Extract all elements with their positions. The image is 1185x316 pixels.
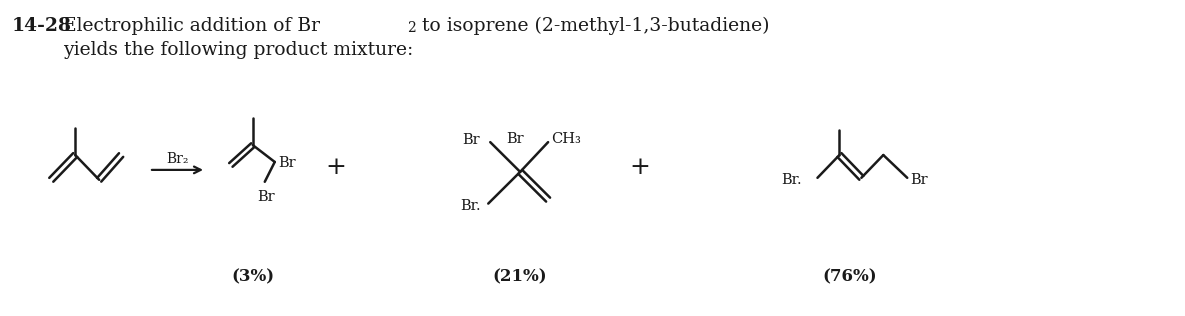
Text: Br.: Br. <box>782 173 802 187</box>
Text: Br: Br <box>257 190 275 204</box>
Text: Br.: Br. <box>460 198 481 213</box>
Text: 2: 2 <box>408 21 416 35</box>
Text: (3%): (3%) <box>231 269 275 285</box>
Text: yields the following product mixture:: yields the following product mixture: <box>63 41 414 59</box>
Text: 14-28: 14-28 <box>12 17 71 35</box>
Text: Br: Br <box>910 173 928 187</box>
Text: Br: Br <box>462 133 480 147</box>
Text: Br: Br <box>506 132 524 146</box>
Text: +: + <box>629 156 651 179</box>
Text: CH₃: CH₃ <box>551 132 581 146</box>
Text: Electrophilic addition of Br: Electrophilic addition of Br <box>63 17 320 35</box>
Text: (21%): (21%) <box>493 269 547 285</box>
Text: Br: Br <box>277 156 295 170</box>
Text: Br₂: Br₂ <box>166 152 188 166</box>
Text: to isoprene (2-methyl-1,3-butadiene): to isoprene (2-methyl-1,3-butadiene) <box>416 17 770 35</box>
Text: (76%): (76%) <box>822 269 877 285</box>
Text: +: + <box>325 156 346 179</box>
